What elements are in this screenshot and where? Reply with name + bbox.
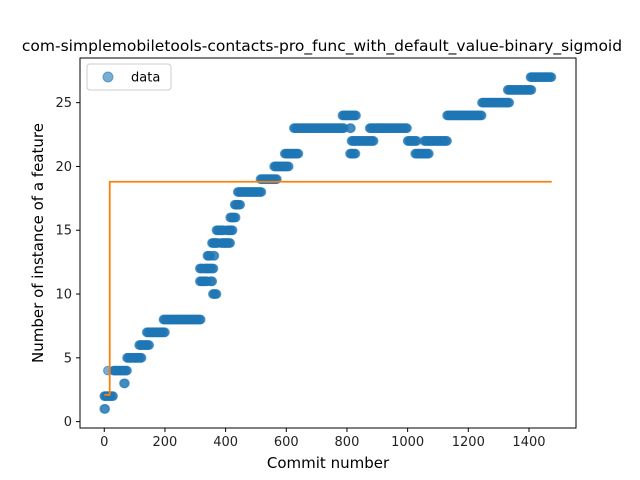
x-tick-label: 400 [213, 435, 238, 450]
x-tick-label: 600 [274, 435, 299, 450]
y-tick-label: 0 [64, 415, 72, 430]
data-point [144, 340, 155, 350]
data-point [120, 378, 130, 389]
data-point [351, 110, 361, 121]
data-point [122, 365, 132, 376]
data-point [368, 136, 379, 146]
legend-marker-data [102, 71, 114, 83]
x-tick-label: 1000 [391, 435, 424, 450]
x-axis-label: Commit number [267, 454, 390, 472]
data-point [209, 250, 220, 261]
data-point [136, 352, 147, 363]
y-tick-label: 10 [55, 288, 72, 303]
data-point [225, 238, 236, 248]
fit-line [104, 180, 552, 396]
data-point [195, 314, 206, 325]
data-point [227, 225, 238, 236]
data-point [100, 403, 111, 414]
legend-label-data: data [131, 71, 160, 86]
y-tick-label: 15 [55, 224, 72, 239]
data-point [208, 263, 219, 274]
axis-ticks: 0 200 400 600 800 1000 1200 1400 0 5 10 15 20 25 [55, 96, 545, 450]
data-point [283, 161, 294, 172]
data-point [207, 276, 218, 287]
y-tick-label: 25 [55, 96, 72, 111]
x-tick-label: 0 [100, 435, 108, 450]
data-point [293, 148, 304, 159]
y-tick-label: 5 [64, 351, 72, 366]
data-point [235, 199, 246, 210]
data-point [423, 148, 434, 159]
x-tick-label: 1200 [452, 435, 485, 450]
chart-title: com-simplemobiletools-contacts-pro_func_… [22, 37, 622, 56]
data-point [546, 72, 557, 83]
data-point [230, 212, 241, 223]
axes-frame [79, 57, 577, 429]
data-point [211, 289, 222, 299]
data-point [526, 85, 537, 95]
y-tick-label: 20 [55, 160, 72, 175]
legend-box [86, 63, 172, 91]
legend: data [86, 63, 172, 91]
x-tick-label: 1400 [512, 435, 545, 450]
data-point [402, 123, 412, 134]
data-point [442, 136, 452, 146]
x-tick-label: 200 [153, 435, 178, 450]
data-point [346, 123, 356, 134]
plot-area [99, 72, 557, 414]
data-point [476, 110, 487, 121]
data-point [504, 97, 515, 108]
x-tick-label: 800 [335, 435, 360, 450]
data-point [160, 327, 170, 338]
data-point [350, 148, 361, 159]
y-axis-label: Number of instance of a feature [29, 123, 47, 363]
data-point [256, 187, 267, 197]
data-point [108, 391, 118, 402]
